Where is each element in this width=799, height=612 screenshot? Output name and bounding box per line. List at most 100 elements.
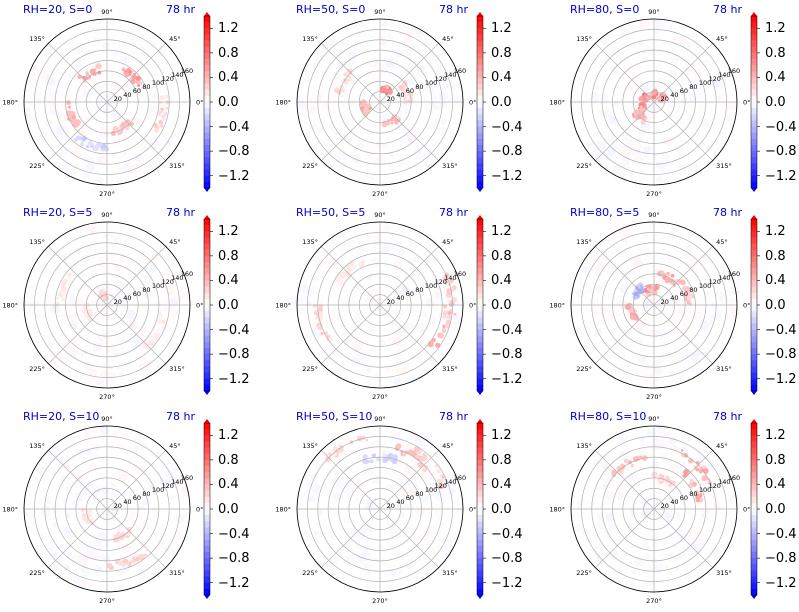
colorbar-segment [204,89,210,97]
field-cell [610,364,617,371]
colorbar-segment [204,40,210,48]
feature-cell [447,311,452,315]
field-cell [412,519,420,528]
field-cell [688,258,693,263]
colorbar-segment [477,441,483,448]
field-cell [373,30,378,35]
field-cell [172,343,179,351]
field-cell [629,273,634,279]
field-cell [101,485,110,494]
colorbar-segment [751,145,757,152]
field-cell [65,484,74,492]
feature-cell [317,318,323,323]
polar-grid [296,18,464,186]
field-cell [456,506,464,513]
feature-cell [435,342,441,348]
field-cell [440,50,451,60]
field-cell [662,499,671,507]
colorbar-tick-label: −0.8 [491,144,523,160]
field-cell [106,27,111,32]
colorbar-segment [477,95,483,103]
feature-cell [54,302,60,307]
field-cell [609,549,619,560]
field-cell [581,130,588,136]
colorbar-tick-label: −0.8 [765,347,797,363]
colorbar-segment [204,588,210,596]
field-cell [615,52,623,59]
field-cell [83,431,91,438]
field-cell [350,544,357,552]
field-cell [148,160,158,170]
field-cell [440,119,446,125]
field-cell [419,559,424,564]
angle-tick-label: 0° [196,506,203,514]
field-cell [325,147,331,153]
polar-panel: 20 40 60 80 100 120 140 160 0° 45° 90° 135° 180° 225°… [0,407,265,610]
field-cell [150,356,156,362]
field-cell [113,447,120,453]
angle-tick-label: 270° [646,393,662,401]
field-background [293,221,464,391]
field-cell [139,105,144,110]
field-cell [32,65,38,71]
feature-cell [92,146,97,151]
feature-cell [332,451,338,457]
colorbar-segment [751,108,757,115]
colorbar-segment [204,52,210,60]
field-cell [106,328,112,334]
field-cell [293,295,303,305]
field-cell [76,306,82,312]
angle-tick-label: 45° [716,442,728,450]
field-cell [83,353,89,359]
field-cell [620,528,630,538]
colorbar-segment [751,77,757,84]
field-cell [607,43,613,48]
field-cell [148,135,153,141]
angle-tick-label: 90° [648,415,660,423]
field-cell [115,568,124,577]
feature-cell [402,451,407,457]
radial-tick-label: 80 [142,286,150,294]
field-cell [450,69,458,77]
colorbar-segment [477,447,483,455]
field-cell [335,365,342,371]
colorbar-segment [751,126,757,134]
field-cell [633,556,644,567]
field-cell [316,293,325,302]
field-cell [66,369,71,374]
radial-tick-label: 160 [181,474,193,482]
colorbar-segment [477,570,483,577]
field-cell [698,103,705,111]
field-cell [90,551,100,561]
feature-cell [90,518,95,522]
colorbar-segment [751,89,757,97]
field-cell [701,275,707,281]
colorbar-segment [477,219,483,226]
radial-tick-label: 80 [689,83,697,91]
field-cell [696,112,705,120]
field-cell [422,553,430,561]
radial-tick-label: 60 [133,87,141,95]
colorbar-segment [751,28,757,35]
field-cell [712,354,718,360]
field-cell [731,500,741,511]
colorbar-segment [751,384,757,392]
field-cell [305,333,312,341]
feature-cell [125,126,130,131]
field-cell [171,476,178,483]
angle-tick-label: 180° [2,506,18,514]
colorbar-segment [477,126,483,134]
field-cell [626,237,634,245]
colorbar-segment [477,255,483,263]
field-cell [317,508,324,515]
field-cell [648,383,653,388]
field-cell [112,85,117,91]
field-cell [105,344,113,352]
field-cell [689,136,700,147]
field-cell [62,527,71,536]
feature-cell [441,475,445,479]
field-cell [390,434,401,444]
field-cell [366,442,376,452]
colorbar-segment [204,545,210,553]
field-cell [107,313,115,321]
